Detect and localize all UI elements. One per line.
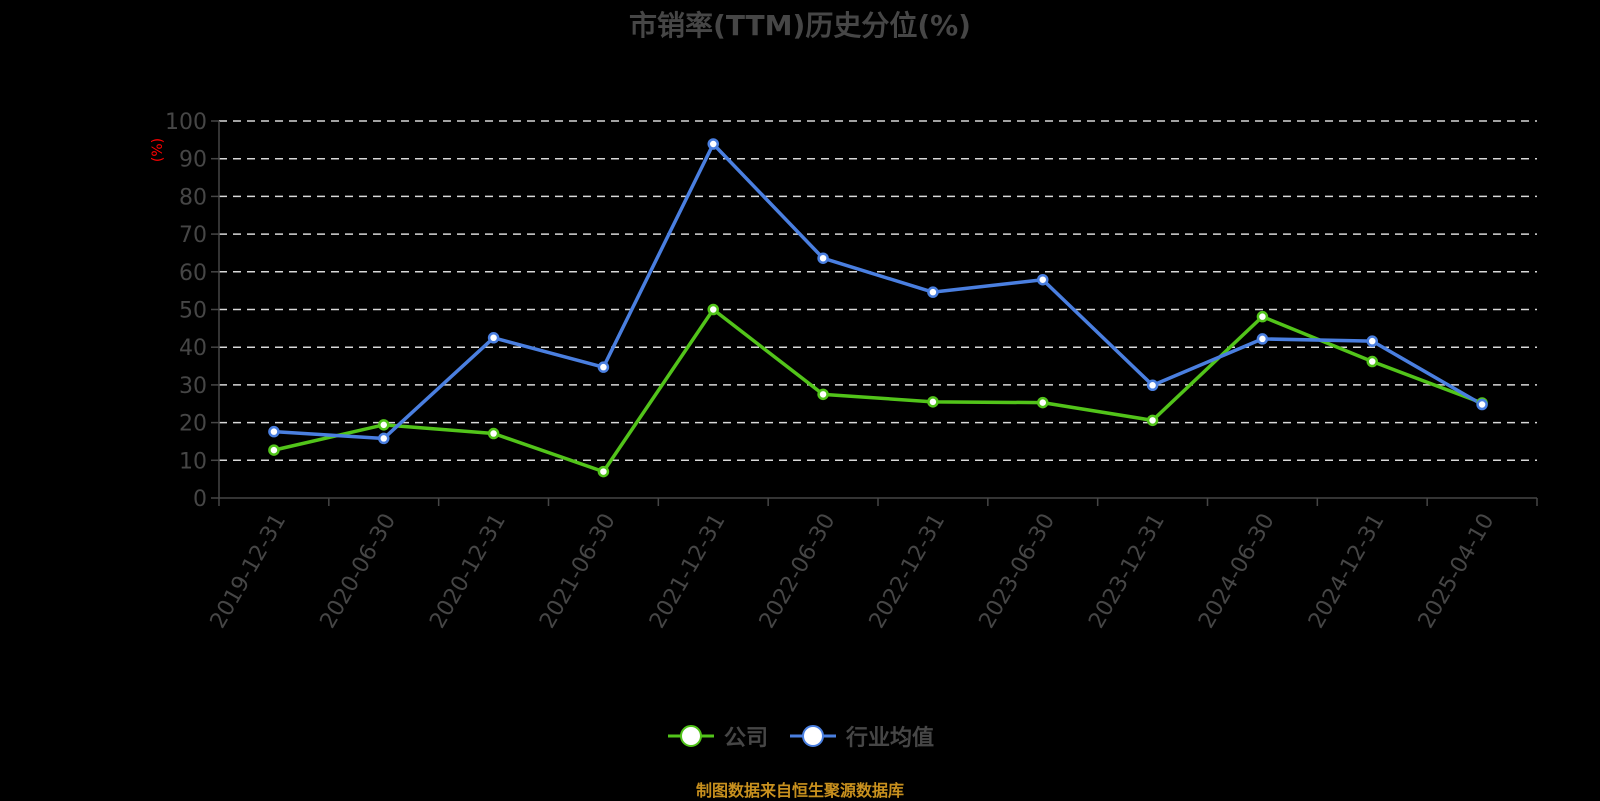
data-point[interactable] (707, 138, 719, 150)
legend-item-company[interactable]: 公司 (666, 720, 768, 752)
x-tick-label: 2020-12-31 (425, 510, 511, 633)
data-point[interactable] (817, 252, 829, 264)
data-point[interactable] (487, 332, 500, 344)
x-tick-label: 2019-12-31 (206, 510, 292, 633)
y-tick-label: 80 (179, 185, 207, 210)
legend-label-industry-average: 行业均值 (846, 726, 935, 751)
y-tick-label: 10 (179, 449, 207, 474)
legend-item-industry-average[interactable]: 行业均值 (788, 720, 934, 752)
data-point[interactable] (817, 388, 829, 401)
y-tick-label: 20 (179, 412, 207, 437)
data-point[interactable] (1256, 333, 1269, 345)
legend-label-company: 公司 (723, 726, 768, 751)
y-tick-label: 60 (179, 261, 207, 286)
x-tick-label: 2023-06-30 (974, 510, 1060, 633)
y-tick-label: 0 (193, 487, 207, 512)
x-tick-label: 2023-12-31 (1084, 510, 1170, 633)
y-tick-label: 90 (179, 148, 207, 173)
x-tick-label: 2022-06-30 (755, 510, 841, 633)
data-point[interactable] (268, 444, 280, 456)
x-tick-label: 2022-12-31 (865, 510, 951, 633)
data-point[interactable] (1037, 273, 1049, 286)
data-point[interactable] (378, 432, 390, 445)
y-tick-label: 70 (179, 223, 207, 248)
data-point[interactable] (1146, 414, 1159, 427)
x-tick-label: 2024-12-31 (1304, 510, 1390, 633)
data-point[interactable] (597, 361, 610, 373)
data-point[interactable] (1476, 398, 1488, 411)
data-point[interactable] (1146, 379, 1159, 392)
y-tick-label: 30 (179, 374, 207, 399)
x-tick-label: 2021-06-30 (535, 510, 621, 633)
blue-line-marker-icon (790, 725, 836, 747)
data-point[interactable] (1037, 396, 1049, 409)
series-line (273, 142, 1483, 441)
data-point[interactable] (707, 303, 719, 316)
data-point[interactable] (927, 396, 939, 408)
series-line (273, 307, 1483, 474)
data-point[interactable] (487, 427, 500, 440)
x-tick-label: 2021-12-31 (645, 510, 731, 633)
data-source-footer: 制图数据来自恒生聚源数据库 (695, 781, 904, 800)
data-point[interactable] (1366, 355, 1378, 368)
x-tick-label: 2020-06-30 (315, 510, 401, 633)
data-point[interactable] (1366, 335, 1378, 347)
green-line-marker-icon (667, 725, 714, 747)
data-point[interactable] (597, 465, 610, 478)
data-point[interactable] (927, 286, 939, 298)
data-point[interactable] (1256, 310, 1269, 323)
x-tick-label: 2024-06-30 (1194, 510, 1280, 633)
data-point[interactable] (268, 425, 280, 438)
y-tick-label: 40 (179, 336, 207, 361)
legend: 公司 行业均值 (0, 720, 1600, 752)
chart-title: 市销率(TTM)历史分位(%) (629, 9, 971, 42)
x-tick-label: 2025-04-10 (1414, 510, 1500, 633)
data-point[interactable] (378, 419, 390, 431)
y-tick-label: 100 (165, 110, 207, 135)
y-tick-label: 50 (179, 299, 207, 324)
